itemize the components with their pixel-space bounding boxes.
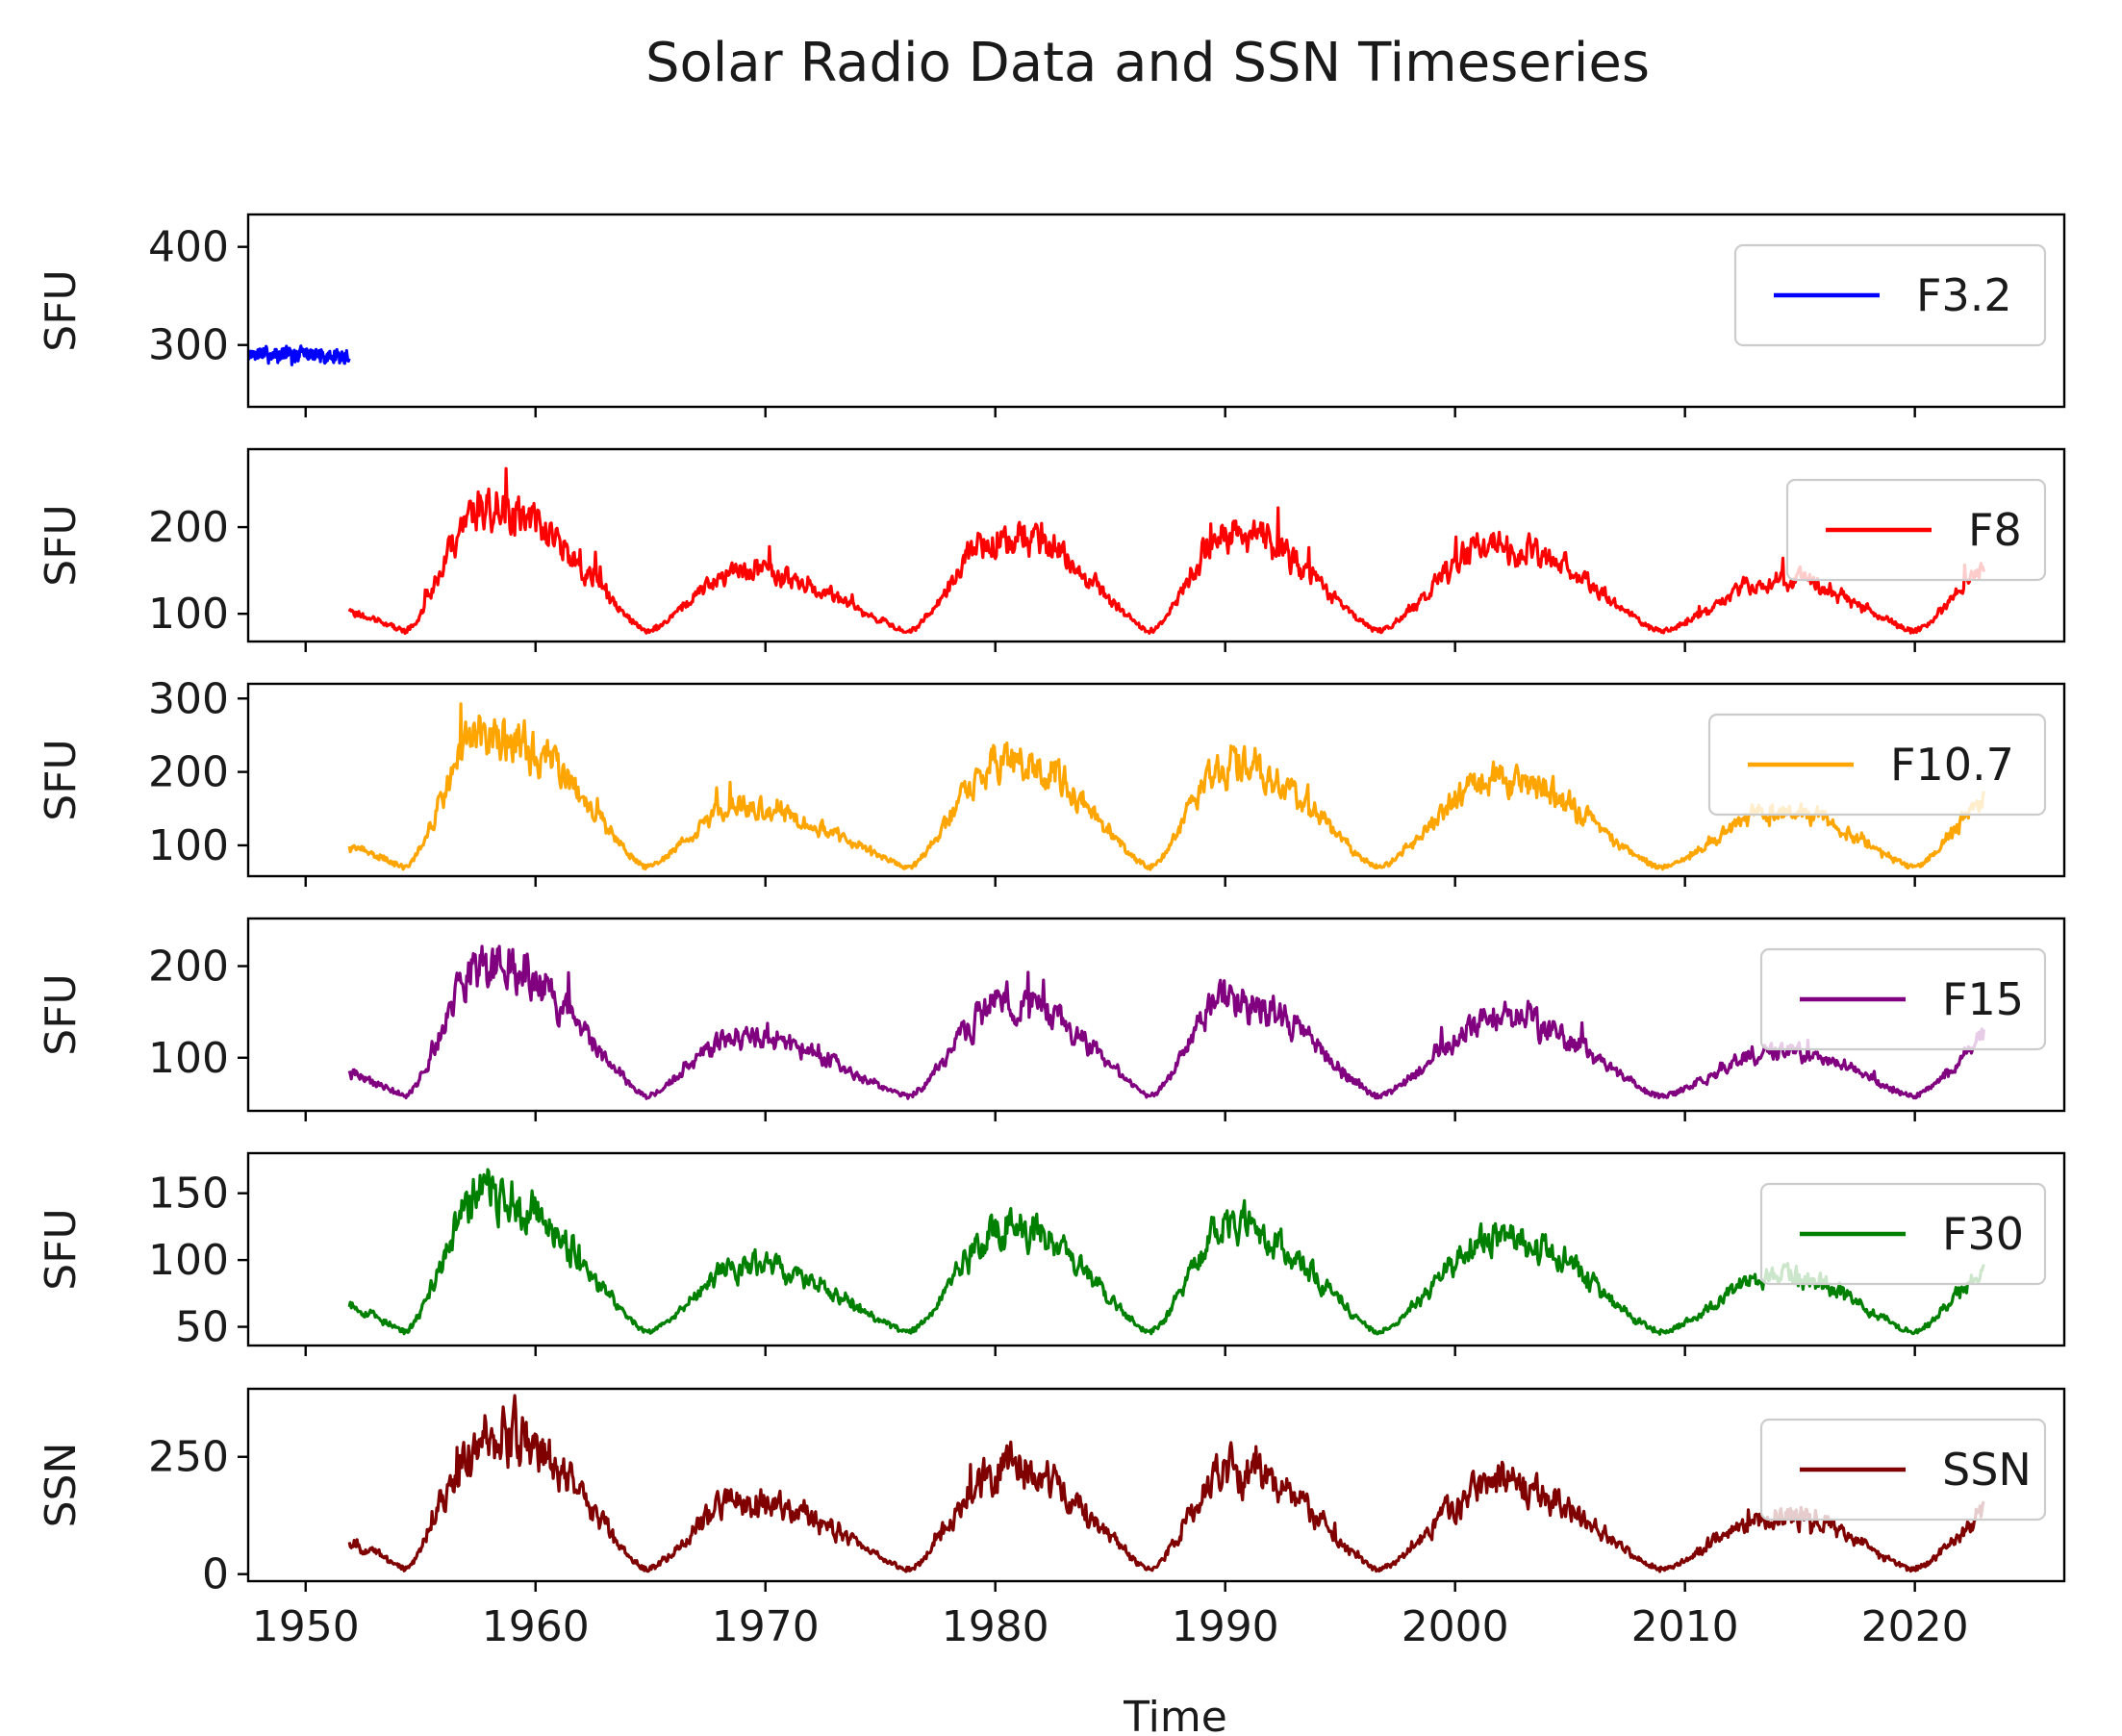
y-tick-label: 200 [148, 503, 229, 552]
x-tick-label: 1950 [252, 1602, 360, 1651]
y-tick-label: 100 [148, 1236, 229, 1285]
legend-label: F3.2 [1916, 269, 2012, 321]
y-tick-label: 100 [148, 590, 229, 639]
legend: F15 [1759, 947, 2047, 1051]
legend-box [1733, 243, 2047, 347]
legend-label: F15 [1942, 973, 2024, 1025]
panels: 300 400 SFU F3.2 100 200 SFU F8 100 200 300 SFU F10.… [37, 213, 2066, 1651]
y-tick-label: 150 [148, 1170, 229, 1219]
x-tick-label: 2010 [1631, 1602, 1739, 1651]
y-tick-label: 100 [148, 1034, 229, 1083]
x-tick-label: 1970 [712, 1602, 820, 1651]
series-line-f10-7 [347, 702, 1985, 871]
y-axis-label: SFU [37, 1208, 86, 1290]
panel-f3-2: 300 400 SFU F3.2 [37, 213, 2066, 417]
legend: F10.7 [1707, 713, 2047, 817]
y-tick-label: 250 [148, 1433, 229, 1482]
y-axis-label: SFU [37, 973, 86, 1055]
axes-frame [246, 917, 2066, 1113]
x-tick-label: 2000 [1402, 1602, 1509, 1651]
y-tick-label: 400 [148, 223, 229, 272]
series-line-ssn [347, 1394, 1985, 1573]
panel-ssn: 0 250 1950 1960 1970 1980 1990 2000 2010 2020 SSN S… [37, 1387, 2066, 1651]
legend-label: F10.7 [1890, 739, 2014, 791]
legend: F8 [1785, 478, 2047, 582]
y-axis-label: SSN [37, 1443, 86, 1528]
x-tick-label: 1960 [482, 1602, 590, 1651]
axes-frame [246, 1151, 2066, 1347]
axes-frame [246, 447, 2066, 643]
legend-box [1707, 713, 2047, 817]
y-tick-label: 300 [148, 321, 229, 370]
y-tick-label: 200 [148, 943, 229, 992]
legend: F3.2 [1733, 243, 2047, 347]
legend: F30 [1759, 1182, 2047, 1286]
x-tick-label: 1990 [1172, 1602, 1279, 1651]
panel-f10-7: 100 200 300 SFU F10.7 [37, 674, 2066, 887]
series-line-f8 [347, 466, 1985, 636]
y-tick-label: 200 [148, 748, 229, 797]
chart-title: Solar Radio Data and SSN Timeseries [645, 32, 1650, 94]
x-axis-label: Time [1123, 1693, 1227, 1736]
y-axis-label: SFU [37, 739, 86, 820]
y-tick-label: 300 [148, 674, 229, 723]
panel-f8: 100 200 SFU F8 [37, 447, 2066, 652]
legend: SSN [1759, 1418, 2047, 1522]
x-tick-label: 2020 [1861, 1602, 1969, 1651]
y-axis-label: SFU [37, 269, 86, 351]
x-tick-label: 1980 [942, 1602, 1049, 1651]
y-tick-label: 0 [202, 1550, 229, 1599]
axes-frame [246, 213, 2066, 409]
y-tick-label: 100 [148, 821, 229, 870]
axes-frame [246, 1387, 2066, 1583]
legend-label: SSN [1942, 1444, 2032, 1496]
y-tick-label: 50 [175, 1303, 229, 1352]
y-axis-label: SFU [37, 504, 86, 586]
legend-label: F8 [1968, 504, 2022, 556]
panel-f30: 50 100 150 SFU F30 [37, 1151, 2066, 1356]
legend-label: F30 [1942, 1208, 2024, 1260]
panel-f15: 100 200 SFU F15 [37, 917, 2066, 1121]
axes-frame [246, 682, 2066, 878]
series-line-f30 [347, 1168, 1985, 1336]
series-line-f15 [347, 944, 1985, 1100]
